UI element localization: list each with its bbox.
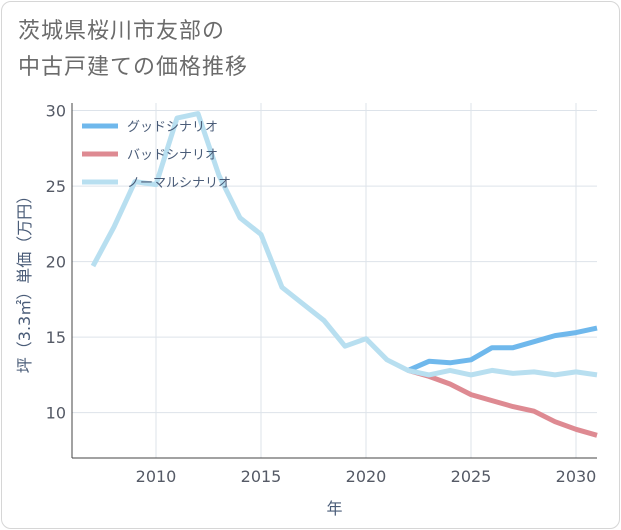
series-line-1 [407,367,598,438]
axes [71,103,597,459]
grid [72,103,597,458]
y-axis-label: 坪（3.3㎡）単価（万円） [15,188,34,373]
y-tick-label: 15 [46,328,66,347]
x-tick-label: 2030 [556,467,597,486]
series-line-0 [407,325,598,373]
chart-title: 茨城県桜川市友部の 中古戸建ての価格推移 [18,14,248,86]
x-axis-label: 年 [326,499,342,518]
title-line-2: 中古戸建ての価格推移 [18,55,249,80]
series-line-2 [90,111,598,378]
title-line-1: 茨城県桜川市友部の [18,19,226,44]
legend-label-0: グッドシナリオ [127,120,218,135]
x-tick-label: 2010 [136,467,177,486]
x-tick-label: 2025 [451,467,492,486]
x-tick-label: 2020 [346,467,387,486]
y-tick-label: 20 [46,253,66,272]
legend-label-2: ノーマルシナリオ [127,176,231,191]
y-tick-label: 30 [46,102,66,121]
legend-label-1: バッドシナリオ [127,148,218,163]
series-lines [90,111,598,438]
y-tick-label: 10 [46,404,66,423]
y-tick-label: 25 [46,177,66,196]
x-tick-label: 2015 [241,467,282,486]
